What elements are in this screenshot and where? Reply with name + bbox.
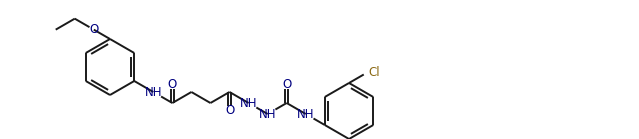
Text: O: O xyxy=(89,23,98,36)
Text: NH: NH xyxy=(259,107,276,121)
Text: O: O xyxy=(167,78,177,91)
Text: NH: NH xyxy=(297,107,314,121)
Text: NH: NH xyxy=(144,85,162,99)
Text: NH: NH xyxy=(240,96,258,110)
Text: Cl: Cl xyxy=(368,65,380,79)
Text: O: O xyxy=(282,78,291,91)
Text: O: O xyxy=(225,104,234,117)
